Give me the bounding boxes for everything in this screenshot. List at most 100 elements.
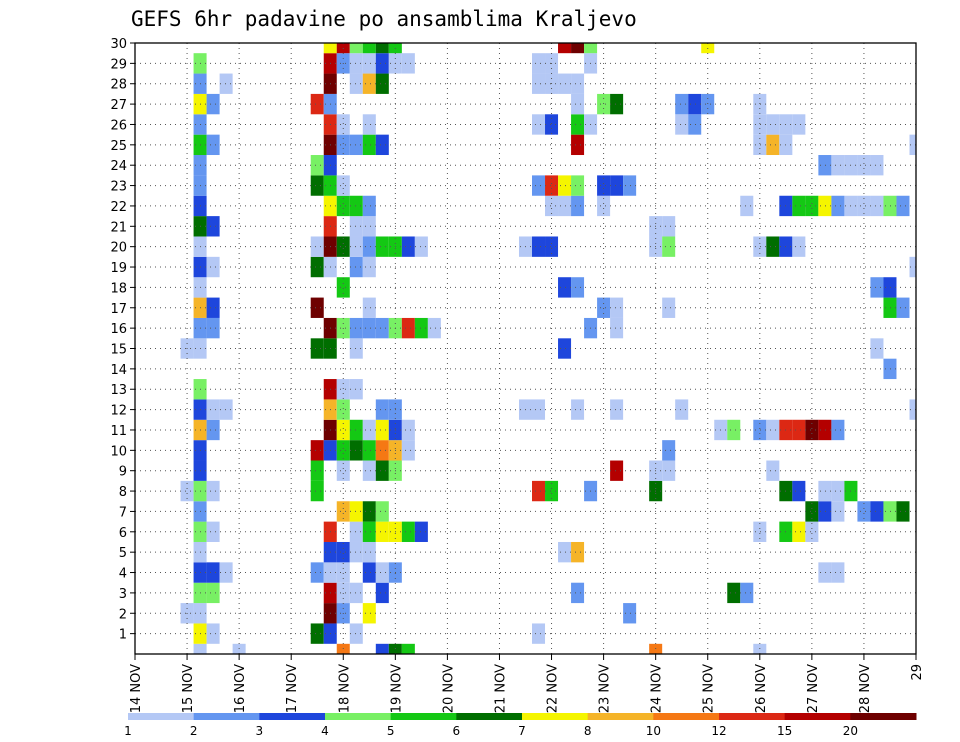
heatmap-cell	[310, 175, 324, 196]
y-tick-label: 22	[110, 200, 127, 215]
heatmap-cell	[336, 114, 350, 135]
heatmap-cell	[675, 399, 689, 420]
heatmap-cell	[558, 195, 572, 217]
heatmap-cell	[545, 175, 559, 196]
colorbar-label: 5	[387, 724, 395, 738]
colorbar-label: 4	[321, 724, 329, 738]
colorbar-swatch	[653, 713, 720, 720]
heatmap-cell	[375, 43, 389, 54]
colorbar-label: 12	[711, 724, 726, 738]
heatmap-cell	[349, 256, 363, 278]
heatmap-cell	[571, 114, 585, 135]
heatmap-cell	[375, 236, 389, 257]
y-tick-label: 8	[119, 485, 127, 500]
heatmap-cell	[662, 216, 676, 237]
heatmap-cell	[545, 114, 559, 135]
heatmap-cell	[336, 501, 350, 522]
colorbar-label: 8	[584, 724, 592, 738]
heatmap-cell	[792, 419, 806, 441]
y-tick-label: 6	[119, 526, 127, 541]
heatmap-cell	[701, 93, 715, 115]
heatmap-cell	[414, 521, 428, 542]
heatmap-cell	[375, 643, 389, 654]
heatmap-cell	[805, 419, 819, 441]
heatmap-cell	[362, 541, 376, 563]
colorbar-label: 1	[124, 724, 132, 738]
heatmap-cell	[375, 317, 389, 339]
heatmap-cell	[375, 53, 389, 74]
heatmap-cell	[401, 643, 415, 654]
heatmap-cell	[206, 134, 220, 156]
grid-lines	[135, 43, 916, 654]
heatmap-cell	[349, 236, 363, 257]
heatmap-cell	[610, 93, 624, 115]
heatmap-cell	[766, 419, 780, 441]
heatmap-cell	[909, 399, 916, 420]
heatmap-cell	[532, 73, 546, 94]
x-tick-label: 27 NOV	[806, 664, 821, 713]
heatmap-cell	[323, 43, 337, 54]
heatmap-cell	[219, 73, 233, 94]
x-tick-label: 25 NOV	[702, 664, 717, 713]
heatmap-cell	[206, 480, 220, 502]
heatmap-cell	[545, 236, 559, 257]
heatmap-cell	[532, 53, 546, 74]
heatmap-cell	[766, 114, 780, 135]
heatmap-cell	[818, 155, 832, 176]
heatmap-cell	[571, 134, 585, 156]
heatmap-cell	[623, 603, 637, 624]
x-tick-label: 24 NOV	[650, 664, 665, 713]
heatmap-cell	[349, 541, 363, 563]
heatmap-cell	[558, 43, 572, 54]
heatmap-cell	[675, 93, 689, 115]
heatmap-cell	[180, 480, 194, 502]
heatmap-cell	[362, 419, 376, 441]
heatmap-cell	[662, 440, 676, 461]
heatmap-cell	[662, 236, 676, 257]
heatmap-cell	[610, 399, 624, 420]
heatmap-cell	[558, 175, 572, 196]
colorbar-label: 7	[518, 724, 526, 738]
heatmap-cell	[349, 134, 363, 156]
heatmap-cell	[336, 541, 350, 563]
heatmap-cell	[310, 155, 324, 176]
heatmap-cell	[857, 501, 871, 522]
heatmap-cell	[362, 460, 376, 481]
heatmap-cell	[362, 236, 376, 257]
heatmap-cell	[805, 521, 819, 542]
heatmap-cell	[688, 114, 702, 135]
y-tick-label: 14	[110, 363, 127, 378]
heatmap-cell	[792, 236, 806, 257]
x-tick-label: 26 NOV	[754, 664, 769, 713]
heatmap-cell	[362, 562, 376, 583]
heatmap-cell	[310, 562, 324, 583]
x-tick-label: 22 NOV	[546, 664, 561, 713]
heatmap-cell	[857, 155, 871, 176]
x-tick-label: 19 NOV	[389, 664, 404, 713]
heatmap-cell	[909, 134, 916, 156]
heatmap-cell	[792, 521, 806, 542]
heatmap-cell	[336, 582, 350, 604]
heatmap-cell	[870, 155, 884, 176]
x-tick-label: 29	[910, 664, 925, 681]
heatmap-cell	[571, 93, 585, 115]
y-tick-label: 20	[110, 241, 127, 256]
colorbar-swatch	[259, 713, 326, 720]
heatmap-cell	[792, 195, 806, 217]
heatmap-cell	[558, 338, 572, 359]
colorbar-swatch	[456, 713, 523, 720]
y-tick-label: 24	[110, 159, 127, 174]
y-tick-label: 11	[110, 424, 127, 439]
heatmap-cell	[818, 480, 832, 502]
heatmap-cell	[870, 501, 884, 522]
heatmap-cell	[870, 338, 884, 359]
heatmap-cell	[349, 73, 363, 94]
colorbar-swatch	[522, 713, 589, 720]
heatmap-cell	[206, 399, 220, 420]
heatmap-cell	[349, 53, 363, 74]
heatmap-cell	[336, 460, 350, 481]
heatmap-cell	[792, 114, 806, 135]
heatmap-cell	[401, 317, 415, 339]
heatmap-cell	[336, 440, 350, 461]
heatmap-cell	[310, 93, 324, 115]
